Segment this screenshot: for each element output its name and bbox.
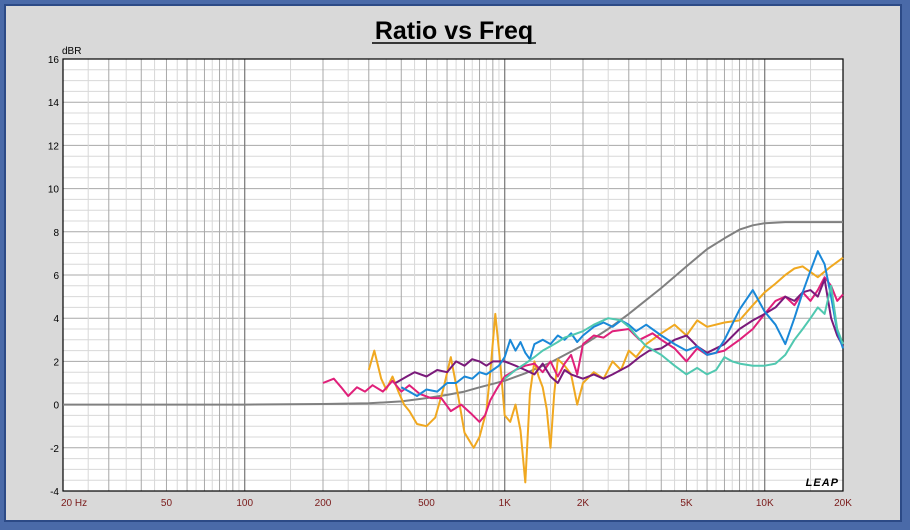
y-axis-unit-label: dBR xyxy=(62,46,81,57)
x-tick-label: 50 xyxy=(161,498,173,509)
y-tick-label: 16 xyxy=(48,55,60,66)
y-axis-ticks: 16 14 12 10 8 6 4 2 0 -2 -4 xyxy=(48,55,60,498)
chart-frame: Ratio vs Freq dBR 16 14 12 10 8 6 4 2 0 -2 -4 20 H… xyxy=(4,4,902,522)
y-tick-label: 8 xyxy=(53,228,59,239)
y-tick-label: 4 xyxy=(53,314,59,325)
x-tick-label: 20K xyxy=(834,498,852,509)
x-tick-label: 200 xyxy=(315,498,332,509)
x-tick-label: 2K xyxy=(577,498,590,509)
series-line-6 xyxy=(504,284,844,380)
series-line-2 xyxy=(367,256,844,484)
series-line-5 xyxy=(400,250,844,397)
x-tick-label: 20 Hz xyxy=(61,498,87,509)
y-tick-label: 0 xyxy=(53,401,59,412)
y-tick-label: -2 xyxy=(50,444,59,455)
series-line-4 xyxy=(395,278,844,384)
leap-watermark: LEAP xyxy=(806,477,839,489)
x-tick-label: 500 xyxy=(418,498,435,509)
x-axis-ticks: 20 Hz 50 100 200 500 1K 2K 5K 10K 20K xyxy=(61,498,852,509)
x-tick-label: 5K xyxy=(680,498,693,509)
x-tick-label: 100 xyxy=(236,498,253,509)
y-tick-label: 2 xyxy=(53,357,59,368)
chart-title: Ratio vs Freq xyxy=(375,17,533,45)
plot-border xyxy=(62,58,844,492)
x-tick-label: 10K xyxy=(756,498,774,509)
y-tick-label: 10 xyxy=(48,185,60,196)
grid-lines xyxy=(62,58,844,492)
y-tick-label: 6 xyxy=(53,271,59,282)
ratio-vs-freq-chart: Ratio vs Freq dBR 16 14 12 10 8 6 4 2 0 -2 -4 20 H… xyxy=(48,17,852,509)
x-tick-label: 1K xyxy=(499,498,512,509)
y-tick-label: 14 xyxy=(48,98,60,109)
y-tick-label: -4 xyxy=(50,487,59,498)
data-series xyxy=(63,221,844,484)
y-tick-label: 12 xyxy=(48,141,60,152)
